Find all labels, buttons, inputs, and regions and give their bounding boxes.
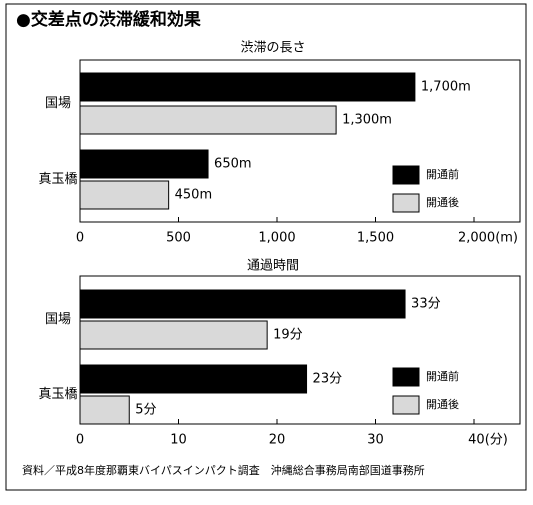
legend-label: 開通後: [426, 397, 459, 411]
bar: [79, 395, 130, 425]
bar: [79, 289, 406, 319]
value-label: 5分: [135, 403, 156, 418]
value-label: 450m: [175, 188, 212, 203]
value-label: 1,700m: [421, 80, 471, 95]
legend-swatch: [392, 165, 420, 185]
x-tick-label: 40(分): [468, 433, 508, 448]
value-label: 19分: [273, 328, 303, 343]
legend-label: 開通前: [426, 369, 459, 383]
source: 資料／平成8年度那覇東バイパスインパクト調査 沖縄総合事務局南部国道事務所: [22, 463, 425, 477]
value-label: 33分: [411, 297, 441, 312]
bar: [79, 320, 268, 350]
category-label: 真玉橋: [38, 172, 77, 187]
value-label: 650m: [214, 157, 251, 172]
bar: [79, 149, 209, 179]
bar: [79, 105, 337, 135]
category-label: 真玉橋: [38, 387, 77, 402]
bar: [79, 180, 170, 210]
legend-swatch: [392, 395, 420, 415]
legend-swatch: [392, 193, 420, 213]
legend-label: 開通後: [426, 195, 459, 209]
x-tick-label: 1,500: [357, 231, 394, 246]
chart-title: 通過時間: [247, 259, 299, 274]
value-label: 1,300m: [342, 113, 392, 128]
frame: [5, 3, 527, 491]
x-tick-label: 30: [367, 433, 384, 448]
chart-title: 渋滞の長さ: [240, 41, 305, 56]
value-label: 23分: [313, 372, 343, 387]
x-tick-label: 0: [76, 231, 84, 246]
plot-box: [79, 275, 521, 425]
x-tick-label: 10: [170, 433, 187, 448]
bar: [79, 364, 308, 394]
legend-swatch: [392, 367, 420, 387]
bar: [79, 72, 416, 102]
category-label: 国場: [45, 312, 71, 327]
x-tick-label: 500: [166, 231, 191, 246]
x-tick-label: 20: [269, 433, 286, 448]
legend-label: 開通前: [426, 167, 459, 181]
x-tick-label: 2,000(m): [458, 231, 518, 246]
category-label: 国場: [45, 96, 71, 111]
x-tick-label: 0: [76, 433, 84, 448]
page-title: ●交差点の渋滞緩和効果: [16, 9, 201, 30]
plot-box: [79, 59, 521, 223]
x-tick-label: 1,000: [258, 231, 295, 246]
